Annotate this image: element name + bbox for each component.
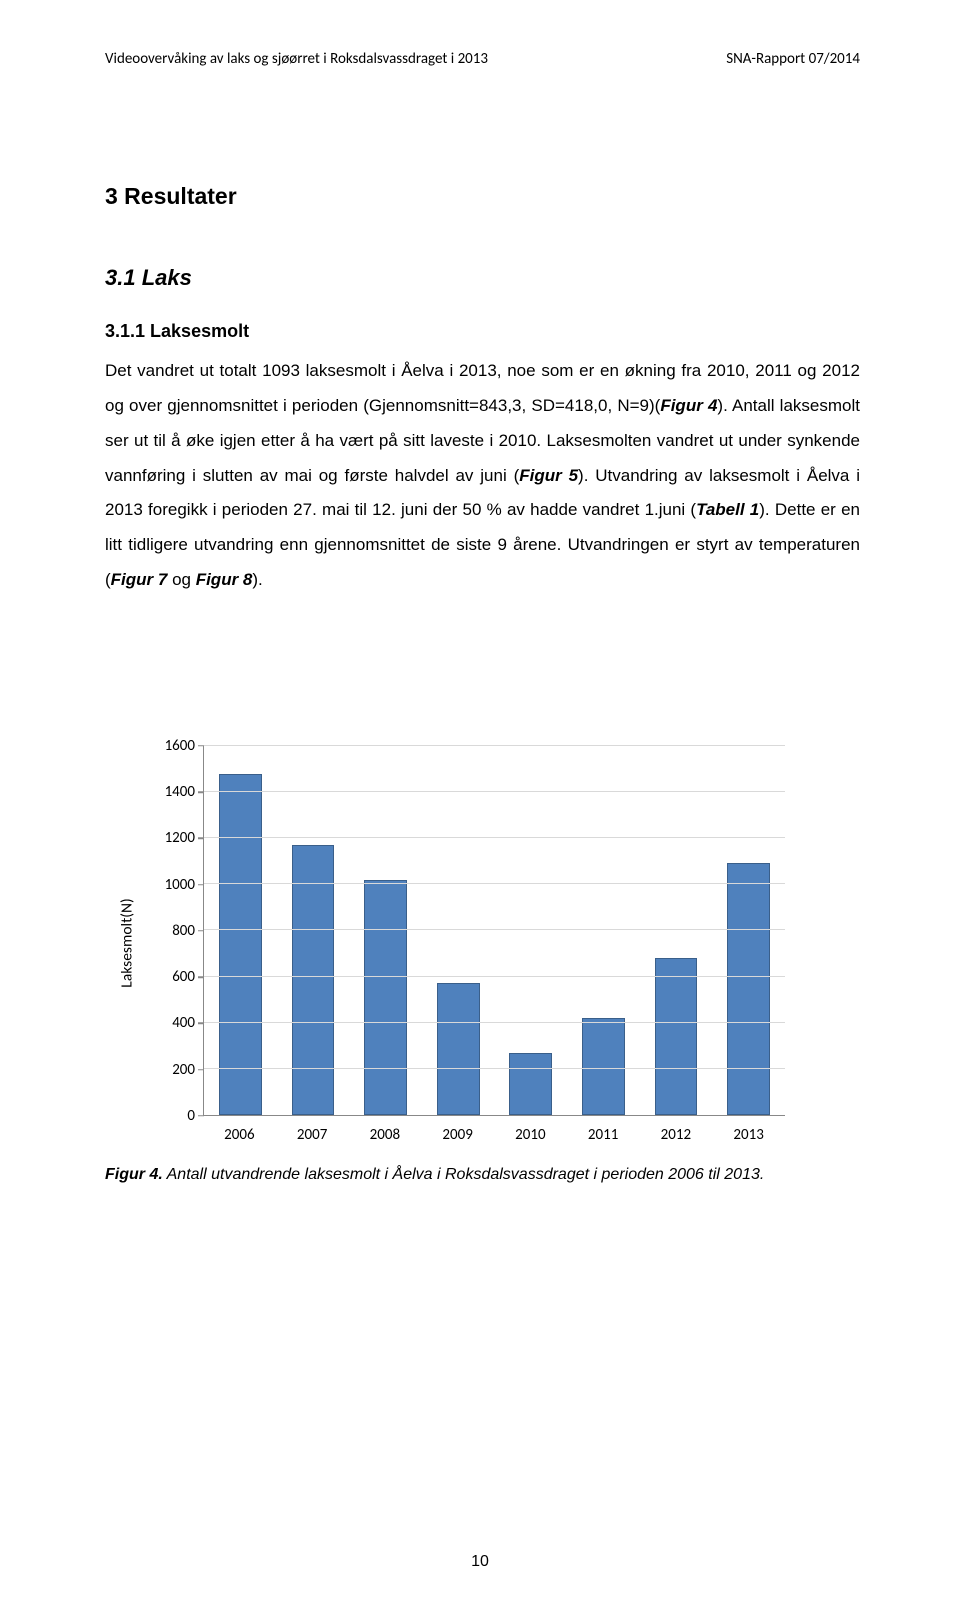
- y-tick-label: 400: [135, 1014, 195, 1032]
- y-tick-label: 0: [135, 1107, 195, 1125]
- x-tick-label: 2009: [421, 1122, 494, 1148]
- y-tick-label: 1600: [135, 737, 195, 755]
- figure-caption: Figur 4. Antall utvandrende laksesmolt i…: [105, 1166, 860, 1184]
- gridline: [204, 929, 785, 930]
- ref-figure-7: Figur 7: [111, 570, 168, 589]
- gridline: [204, 1068, 785, 1069]
- heading-3: 3.1.1 Laksesmolt: [105, 321, 860, 342]
- heading-1: 3 Resultater: [105, 183, 860, 210]
- bar: [655, 958, 698, 1115]
- bar-slot: [567, 746, 640, 1115]
- ref-figure-8: Figur 8: [196, 570, 253, 589]
- body-text: ).: [252, 570, 262, 589]
- y-tick-mark: [198, 1023, 204, 1025]
- y-tick-label: 1000: [135, 876, 195, 894]
- y-tick-mark: [198, 791, 204, 793]
- bar: [364, 880, 407, 1115]
- bars-container: [204, 746, 785, 1115]
- y-tick-mark: [198, 884, 204, 886]
- y-tick-label: 1400: [135, 783, 195, 801]
- running-header: Videoovervåking av laks og sjøørret i Ro…: [105, 50, 860, 68]
- x-tick-label: 2011: [567, 1122, 640, 1148]
- gridline: [204, 791, 785, 792]
- x-tick-label: 2012: [640, 1122, 713, 1148]
- bar-slot: [712, 746, 785, 1115]
- y-tick-label: 800: [135, 922, 195, 940]
- x-tick-label: 2006: [203, 1122, 276, 1148]
- bar-slot: [495, 746, 568, 1115]
- y-axis-title: Laksesmolt(N): [118, 898, 137, 987]
- header-right: SNA-Rapport 07/2014: [726, 50, 860, 68]
- bar-chart: Laksesmolt(N) 20062007200820092010201120…: [135, 738, 795, 1148]
- x-tick-label: 2010: [494, 1122, 567, 1148]
- ref-figure-4: Figur 4: [660, 396, 717, 415]
- x-tick-label: 2007: [276, 1122, 349, 1148]
- page: Videoovervåking av laks og sjøørret i Ro…: [0, 0, 960, 1601]
- header-left: Videoovervåking av laks og sjøørret i Ro…: [105, 50, 488, 68]
- gridline: [204, 837, 785, 838]
- plot-area: [203, 746, 785, 1116]
- page-number: 10: [0, 1553, 960, 1571]
- y-tick-mark: [198, 838, 204, 840]
- bar-slot: [204, 746, 277, 1115]
- x-axis-labels: 20062007200820092010201120122013: [203, 1122, 785, 1148]
- bar: [509, 1053, 552, 1115]
- y-tick-mark: [198, 745, 204, 747]
- y-tick-mark: [198, 1069, 204, 1071]
- bar: [292, 845, 335, 1115]
- body-text: og: [167, 570, 195, 589]
- heading-2: 3.1 Laks: [105, 265, 860, 291]
- x-tick-label: 2013: [712, 1122, 785, 1148]
- x-tick-label: 2008: [349, 1122, 422, 1148]
- bar-slot: [349, 746, 422, 1115]
- bar-slot: [640, 746, 713, 1115]
- y-tick-mark: [198, 1115, 204, 1117]
- bar: [437, 983, 480, 1114]
- gridline: [204, 883, 785, 884]
- bar: [727, 863, 770, 1115]
- gridline: [204, 1022, 785, 1023]
- caption-lead: Figur 4.: [105, 1166, 163, 1183]
- ref-figure-5: Figur 5: [519, 466, 578, 485]
- gridline: [204, 976, 785, 977]
- ref-table-1: Tabell 1: [696, 500, 759, 519]
- bar-slot: [277, 746, 350, 1115]
- bar: [582, 1018, 625, 1115]
- y-tick-mark: [198, 976, 204, 978]
- body-paragraph: Det vandret ut totalt 1093 laksesmolt i …: [105, 354, 860, 598]
- y-tick-label: 600: [135, 968, 195, 986]
- gridline: [204, 745, 785, 746]
- y-tick-label: 200: [135, 1061, 195, 1079]
- bar: [219, 774, 262, 1115]
- caption-text: Antall utvandrende laksesmolt i Åelva i …: [163, 1166, 765, 1183]
- bar-slot: [422, 746, 495, 1115]
- y-tick-mark: [198, 930, 204, 932]
- y-tick-label: 1200: [135, 829, 195, 847]
